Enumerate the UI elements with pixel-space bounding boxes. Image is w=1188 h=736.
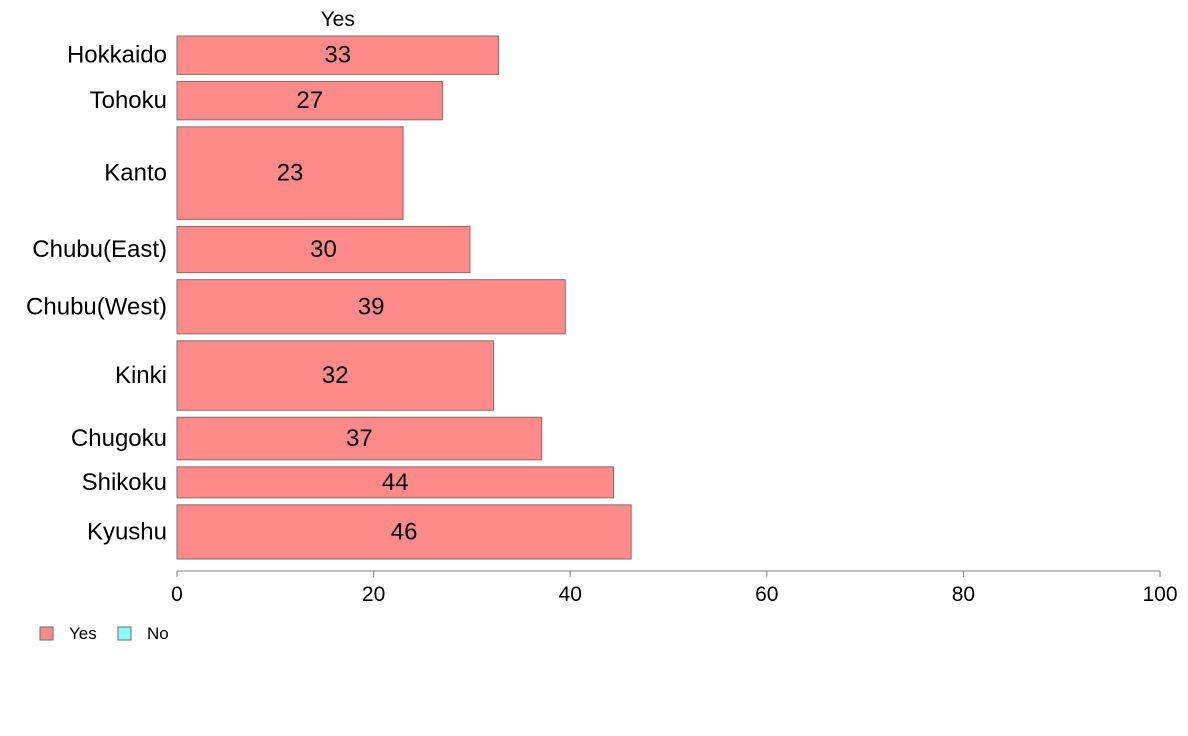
legend-label-no: No (147, 624, 169, 643)
category-labels-layer: Hokkaido Tohoku Kanto Chubu(East) Chubu(West… (26, 42, 167, 546)
category-label: Chubu(East) (32, 236, 167, 263)
category-label: Chugoku (71, 425, 167, 452)
legend: Yes No (39, 624, 169, 643)
top-labels: Yes (321, 8, 355, 31)
data-label: 46 (391, 518, 418, 545)
bar-kanto (176, 126, 404, 220)
category-label: Kanto (104, 160, 167, 187)
x-tick-label: 100 (1142, 583, 1177, 606)
data-label: 44 (382, 469, 409, 496)
bar-tohoku (176, 80, 443, 121)
data-label: 30 (310, 236, 337, 263)
legend-swatch-no (117, 626, 132, 641)
category-label: Chubu(West) (26, 293, 167, 320)
bar-chugoku (176, 416, 543, 461)
legend-swatch-yes (39, 626, 54, 641)
bars-layer (176, 35, 632, 560)
bar-kyushu (176, 504, 632, 560)
x-tick-label: 60 (755, 583, 778, 606)
category-label: Kinki (115, 362, 167, 389)
bar-kinki (176, 340, 495, 411)
bar-chubu-east (176, 225, 471, 274)
x-tick-label: 0 (171, 583, 183, 606)
bar-chubu-west (176, 279, 566, 335)
data-label: 27 (296, 87, 323, 114)
category-label: Tohoku (90, 87, 167, 114)
data-label: 33 (324, 42, 351, 69)
data-label: 37 (346, 425, 373, 452)
data-label: 23 (277, 160, 304, 187)
x-tick-label: 80 (952, 583, 975, 606)
bar-shikoku (176, 466, 614, 499)
category-label: Kyushu (87, 518, 167, 545)
x-tick-label: 40 (559, 583, 582, 606)
bar-hokkaido (176, 35, 499, 75)
category-label: Hokkaido (67, 42, 167, 69)
category-label: Shikoku (82, 469, 167, 496)
legend-label-yes: Yes (69, 624, 97, 643)
x-tick-label: 20 (362, 583, 385, 606)
top-series-label: Yes (321, 8, 355, 31)
x-axis: 0 20 40 60 80 100 (171, 570, 1178, 606)
data-label: 32 (322, 362, 349, 389)
data-label: 39 (358, 293, 385, 320)
